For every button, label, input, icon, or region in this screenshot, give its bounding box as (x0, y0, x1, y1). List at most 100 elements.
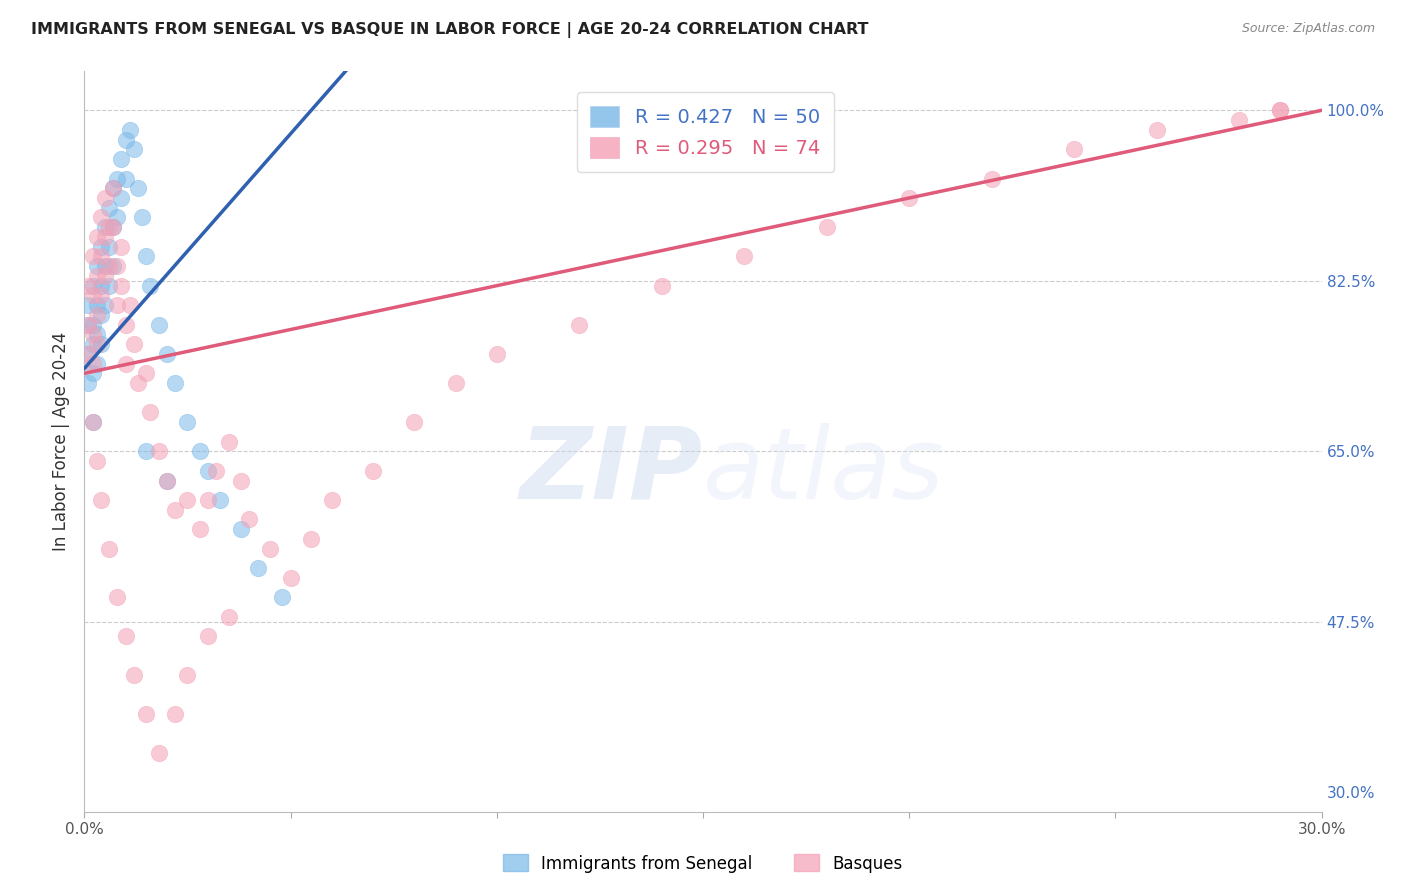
Point (82, 415, 104, 429)
Legend: R = 0.427   N = 50, R = 0.295   N = 74: R = 0.427 N = 50, R = 0.295 N = 74 (576, 92, 834, 171)
Point (176, 493, 198, 508)
Point (82, 318, 104, 332)
Point (82, 278, 104, 293)
Point (77, 347, 100, 361)
Point (485, 347, 508, 361)
Point (139, 405, 162, 419)
Point (404, 415, 426, 429)
Point (205, 464, 228, 478)
Point (110, 278, 132, 293)
Point (98, 220, 121, 235)
Point (82, 357, 104, 371)
Point (135, 707, 157, 722)
Point (114, 171, 136, 186)
Point (197, 464, 219, 478)
Point (135, 444, 157, 458)
Point (568, 318, 591, 332)
Point (105, 298, 128, 312)
Text: IMMIGRANTS FROM SENEGAL VS BASQUE IN LABOR FORCE | AGE 20-24 CORRELATION CHART: IMMIGRANTS FROM SENEGAL VS BASQUE IN LAB… (31, 22, 869, 38)
Point (77, 278, 100, 293)
Point (733, 250, 755, 264)
Point (86, 327, 108, 342)
Point (90, 288, 112, 302)
Y-axis label: In Labor Force | Age 20-24: In Labor Force | Age 20-24 (52, 332, 70, 551)
Point (156, 347, 179, 361)
Point (94, 298, 117, 312)
Point (110, 240, 132, 254)
Point (103, 220, 125, 235)
Point (90, 337, 112, 351)
Point (176, 415, 198, 429)
Point (114, 132, 136, 146)
Point (94, 259, 117, 273)
Text: ZIP: ZIP (520, 423, 703, 520)
Point (1146, 123, 1168, 137)
Point (135, 367, 157, 381)
Text: Source: ZipAtlas.com: Source: ZipAtlas.com (1241, 22, 1375, 36)
Point (361, 464, 384, 478)
Point (90, 250, 112, 264)
Point (148, 746, 170, 760)
Point (122, 142, 145, 156)
Point (98, 201, 121, 215)
Point (197, 629, 219, 643)
Point (86, 298, 108, 312)
Point (1227, 113, 1250, 128)
Point (103, 181, 125, 195)
Point (148, 444, 170, 458)
Point (209, 493, 232, 508)
Point (90, 240, 112, 254)
Point (156, 474, 179, 488)
Point (1063, 142, 1085, 156)
Point (165, 502, 187, 516)
Point (118, 298, 141, 312)
Point (898, 191, 921, 205)
Point (82, 367, 104, 381)
Text: atlas: atlas (703, 423, 945, 520)
Point (86, 230, 108, 244)
Point (229, 522, 252, 536)
Point (1270, 103, 1292, 118)
Point (90, 211, 112, 225)
Point (980, 171, 1002, 186)
Point (271, 591, 294, 605)
Point (86, 337, 108, 351)
Point (82, 327, 104, 342)
Point (86, 357, 108, 371)
Point (127, 376, 149, 390)
Point (156, 474, 179, 488)
Point (105, 591, 128, 605)
Legend: Immigrants from Senegal, Basques: Immigrants from Senegal, Basques (496, 847, 910, 880)
Point (82, 250, 104, 264)
Point (103, 259, 125, 273)
Point (218, 610, 240, 624)
Point (229, 474, 252, 488)
Point (127, 181, 149, 195)
Point (815, 220, 838, 235)
Point (105, 171, 128, 186)
Point (98, 278, 121, 293)
Point (299, 532, 322, 546)
Point (114, 318, 136, 332)
Point (131, 211, 153, 225)
Point (114, 629, 136, 643)
Point (98, 240, 121, 254)
Point (1270, 103, 1292, 118)
Point (77, 298, 100, 312)
Point (94, 230, 117, 244)
Point (110, 152, 132, 166)
Point (77, 318, 100, 332)
Point (188, 444, 211, 458)
Point (103, 220, 125, 235)
Point (122, 668, 145, 682)
Point (280, 571, 302, 585)
Point (321, 493, 343, 508)
Point (176, 668, 198, 682)
Point (114, 357, 136, 371)
Point (103, 181, 125, 195)
Point (94, 268, 117, 283)
Point (105, 259, 128, 273)
Point (77, 318, 100, 332)
Point (94, 191, 117, 205)
Point (444, 376, 467, 390)
